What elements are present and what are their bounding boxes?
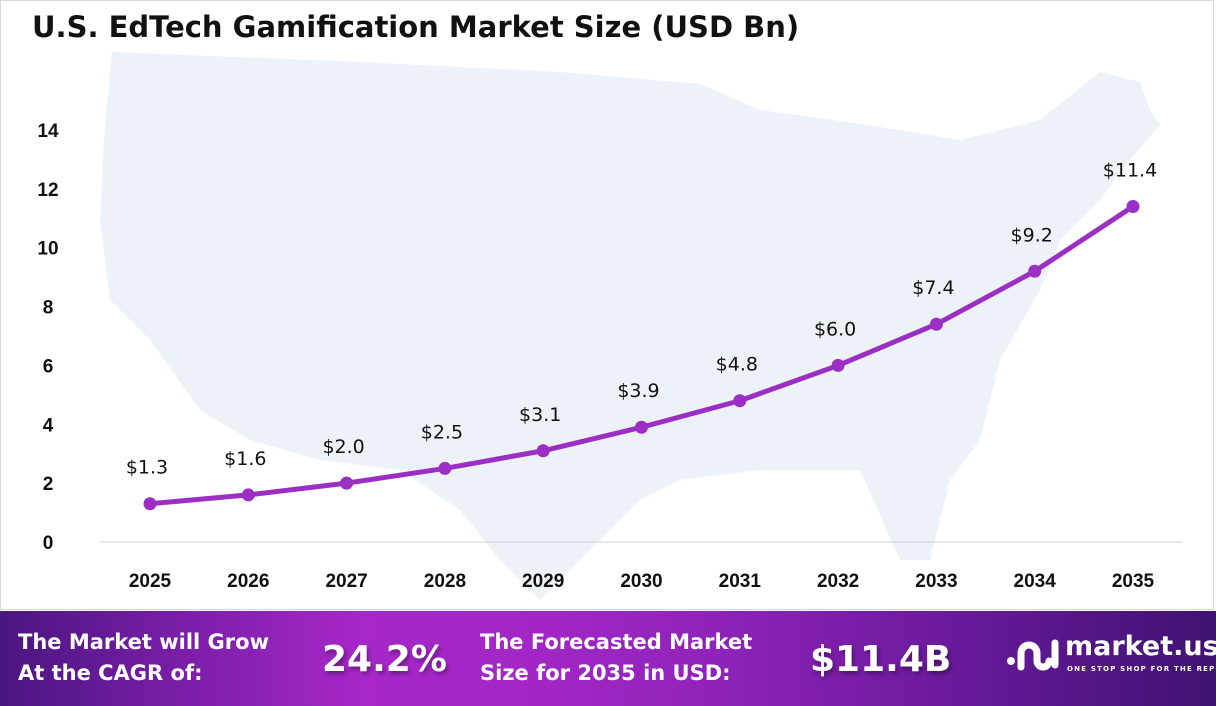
data-label: $1.3: [126, 457, 168, 479]
data-label: $1.6: [224, 448, 266, 470]
data-point: [438, 461, 452, 475]
data-label: $3.1: [519, 404, 561, 426]
chart-title: U.S. EdTech Gamification Market Size (US…: [32, 10, 800, 44]
logo-name: market.us: [1065, 631, 1216, 662]
data-point: [1126, 200, 1140, 214]
data-label: $4.8: [716, 354, 758, 376]
y-tick-label: 6: [43, 356, 54, 377]
data-label: $6.0: [814, 318, 856, 340]
forecast-label-line2: Size for 2035 in USD:: [480, 661, 731, 685]
data-label: $3.9: [617, 380, 659, 402]
x-tick-label: 2029: [522, 571, 564, 592]
cagr-value: 24.2%: [322, 639, 447, 680]
y-tick-label: 0: [43, 533, 54, 554]
forecast-value: $11.4B: [810, 639, 952, 680]
line-chart: 0 2 4 6 8 10 12 14 2025 2026 2027 2028 2029 2030 2031…: [37, 52, 1182, 600]
y-tick-label: 12: [37, 180, 58, 201]
data-point: [831, 358, 845, 372]
x-tick-label: 2030: [620, 571, 662, 592]
y-tick-label: 10: [37, 239, 58, 260]
footer-banner: The Market will Grow At the CAGR of: 24.…: [0, 611, 1216, 706]
y-tick-label: 8: [43, 298, 54, 319]
forecast-label: The Forecasted Market Size for 2035 in U…: [480, 627, 752, 689]
us-map-background: [100, 52, 1160, 600]
logo-tagline: ONE STOP SHOP FOR THE REPORTS: [1067, 665, 1216, 673]
data-label: $11.4: [1103, 160, 1157, 182]
chart-frame: [0, 0, 1214, 610]
data-label: $2.0: [322, 436, 364, 458]
data-label: $9.2: [1011, 224, 1053, 246]
data-point: [340, 476, 354, 490]
data-point: [929, 317, 943, 331]
x-tick-label: 2027: [325, 571, 367, 592]
data-point: [536, 444, 550, 458]
y-tick-label: 14: [37, 121, 59, 142]
x-tick-label: 2032: [817, 571, 859, 592]
data-label: $2.5: [421, 421, 463, 443]
data-point: [1028, 264, 1042, 278]
x-tick-label: 2033: [915, 571, 957, 592]
x-tick-label: 2026: [227, 571, 269, 592]
data-point: [635, 420, 648, 434]
data-point: [241, 488, 255, 502]
forecast-label-line1: The Forecasted Market: [480, 630, 753, 654]
data-point: [143, 497, 157, 511]
market-us-logo: market.us ONE STOP SHOP FOR THE REPORTS: [1005, 631, 1216, 679]
data-point: [733, 394, 747, 408]
x-tick-label: 2034: [1014, 571, 1057, 592]
cagr-label-line1: The Market will Grow: [18, 630, 269, 654]
x-tick-label: 2035: [1112, 571, 1155, 592]
data-label: $7.4: [912, 277, 954, 299]
cagr-label-line2: At the CAGR of:: [18, 661, 203, 685]
y-tick-label: 2: [43, 474, 54, 495]
x-tick-label: 2028: [424, 571, 466, 592]
logo-mark-icon: [1007, 639, 1059, 671]
x-tick-label: 2031: [719, 571, 762, 592]
cagr-label: The Market will Grow At the CAGR of:: [18, 627, 269, 689]
x-tick-label: 2025: [129, 571, 172, 592]
y-tick-label: 4: [43, 415, 54, 436]
